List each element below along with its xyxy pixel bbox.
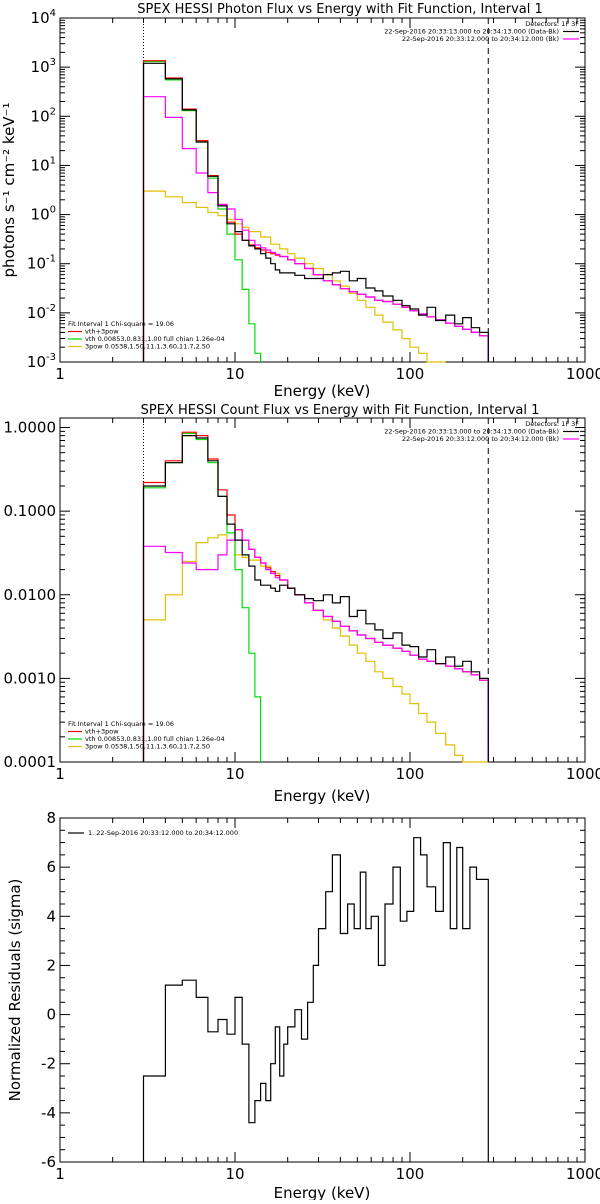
x-tick-label: 1 bbox=[55, 765, 65, 783]
y-tick-label: 8 bbox=[46, 809, 56, 827]
y-tick-label: -2 bbox=[41, 1055, 56, 1073]
x-tick-label: 1000 bbox=[566, 765, 600, 783]
y-tick-label: -4 bbox=[41, 1104, 56, 1122]
x-tick-label: 10 bbox=[225, 765, 244, 783]
legend: 1. 22-Sep-2016 20:33:12.000 to 20:34:12.… bbox=[68, 829, 238, 837]
x-tick-label: 1 bbox=[55, 365, 65, 383]
legend-entry: 3pow 0.0538,1.50,11.1,3.60,11.7,2.50 bbox=[85, 743, 210, 751]
legend-entry: 3pow 0.0538,1.50,11.1,3.60,11.7,2.50 bbox=[85, 343, 210, 351]
info-line: 22-Sep-2016 20:33:12.000 to 20:34:12.000… bbox=[402, 435, 559, 443]
x-axis-title: Energy (keV) bbox=[274, 787, 371, 805]
x-axis-title: Energy (keV) bbox=[274, 382, 371, 400]
y-tick-label: 0.0010 bbox=[4, 669, 57, 687]
y-tick-label: 4 bbox=[46, 907, 56, 925]
y-tick-label: 0.0001 bbox=[4, 753, 57, 771]
x-tick-label: 1 bbox=[55, 1165, 65, 1183]
y-tick-label: 0.1000 bbox=[4, 502, 57, 520]
info-line: 22-Sep-2016 20:33:12.000 to 20:34:12.000… bbox=[402, 35, 559, 43]
x-tick-label: 1000 bbox=[566, 1165, 600, 1183]
y-axis-title: Normalized Residuals (sigma) bbox=[6, 879, 24, 1102]
legend-entry: 1. 22-Sep-2016 20:33:12.000 to 20:34:12.… bbox=[88, 829, 238, 837]
y-tick-label: -6 bbox=[41, 1153, 56, 1171]
x-tick-label: 100 bbox=[396, 1165, 425, 1183]
y-tick-label: 0.0100 bbox=[4, 586, 57, 604]
chart-title: SPEX HESSI Count Flux vs Energy with Fit… bbox=[141, 403, 540, 418]
x-tick-label: 100 bbox=[396, 365, 425, 383]
y-axis-title: photons s⁻¹ cm⁻² keV⁻¹ bbox=[0, 103, 18, 278]
x-tick-label: 1000 bbox=[566, 365, 600, 383]
legend-entry: Fit Interval 1 Chi-square = 19.06 bbox=[68, 320, 174, 328]
chart-title: SPEX HESSI Photon Flux vs Energy with Fi… bbox=[137, 2, 543, 17]
y-tick-label: 1.0000 bbox=[4, 419, 57, 437]
x-axis-title: Energy (keV) bbox=[274, 1184, 371, 1200]
y-tick-label: 0 bbox=[46, 1006, 56, 1024]
y-tick-label: 6 bbox=[46, 858, 56, 876]
x-tick-label: 100 bbox=[396, 765, 425, 783]
x-tick-label: 10 bbox=[225, 365, 244, 383]
x-tick-label: 10 bbox=[225, 1165, 244, 1183]
y-tick-label: 2 bbox=[46, 956, 56, 974]
legend-entry: Fit Interval 1 Chi-square = 19.06 bbox=[68, 720, 174, 728]
